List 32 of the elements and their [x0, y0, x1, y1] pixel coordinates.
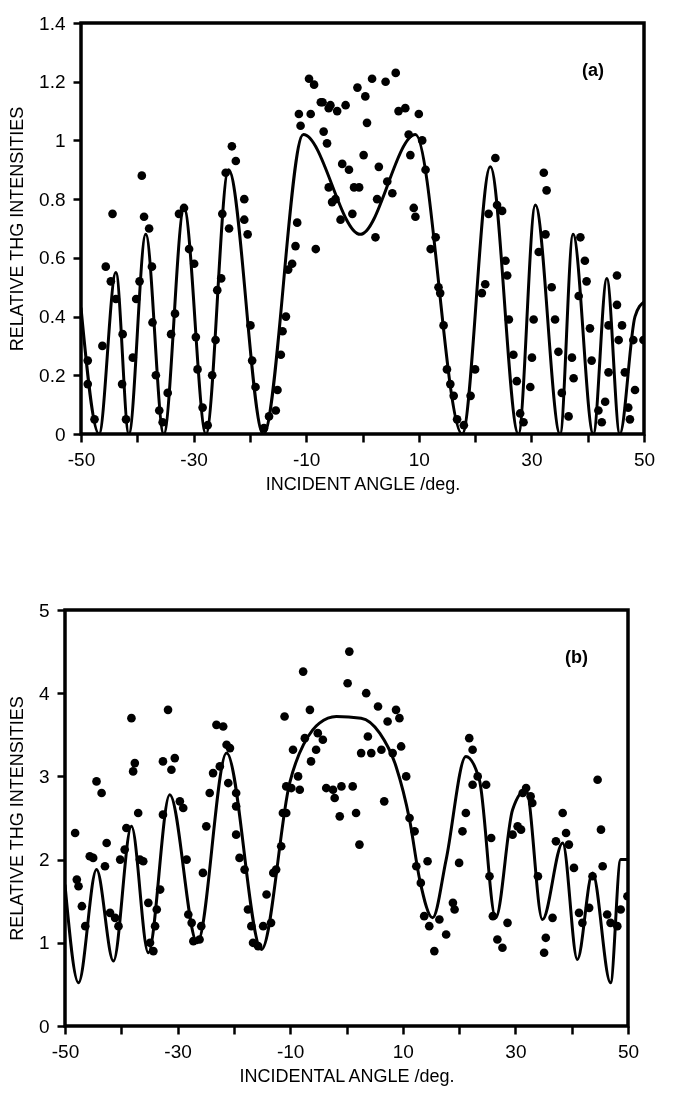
- annotation: (b): [565, 647, 588, 667]
- y-axis-title: RELATIVE THG INTENSITIES: [7, 106, 28, 352]
- x-tick-label: 50: [617, 1040, 640, 1062]
- y-tick-label: 1.4: [39, 12, 66, 34]
- x-axis-title: INCIDENT ANGLE /deg.: [265, 473, 461, 494]
- y-tick-label: 0: [38, 1015, 50, 1037]
- y-tick-label: 2: [38, 849, 50, 871]
- x-tick-label: -10: [292, 448, 321, 470]
- y-tick-label: 0.8: [39, 188, 66, 210]
- x-tick-label: -50: [51, 1040, 80, 1062]
- y-tick-label: 0.6: [39, 247, 66, 269]
- y-tick-label: 1.2: [39, 71, 66, 93]
- x-tick-label: -50: [67, 448, 96, 470]
- y-tick-label: 0.4: [39, 306, 66, 328]
- y-tick-label: 5: [38, 599, 50, 621]
- y-tick-label: 3: [38, 765, 50, 787]
- x-tick-label: -30: [180, 448, 208, 470]
- x-tick-label: -30: [164, 1040, 192, 1062]
- x-axis-title: INCIDENTAL ANGLE /deg.: [239, 1065, 455, 1086]
- y-tick-label: 0: [54, 423, 66, 445]
- x-tick-label: -10: [276, 1040, 305, 1062]
- y-axis-title: RELATIVE THG INTENSITIES: [6, 696, 27, 941]
- x-tick-label: 30: [505, 1040, 527, 1062]
- y-tick-label: 1: [38, 932, 50, 954]
- x-tick-label: 10: [392, 1040, 414, 1062]
- annotation: (a): [582, 60, 604, 80]
- x-tick-label: 50: [633, 448, 656, 470]
- y-tick-label: 4: [38, 682, 50, 704]
- y-tick-label: 0.2: [39, 364, 66, 386]
- y-tick-label: 1: [54, 129, 66, 151]
- x-tick-label: 30: [521, 448, 543, 470]
- x-tick-label: 10: [408, 448, 430, 470]
